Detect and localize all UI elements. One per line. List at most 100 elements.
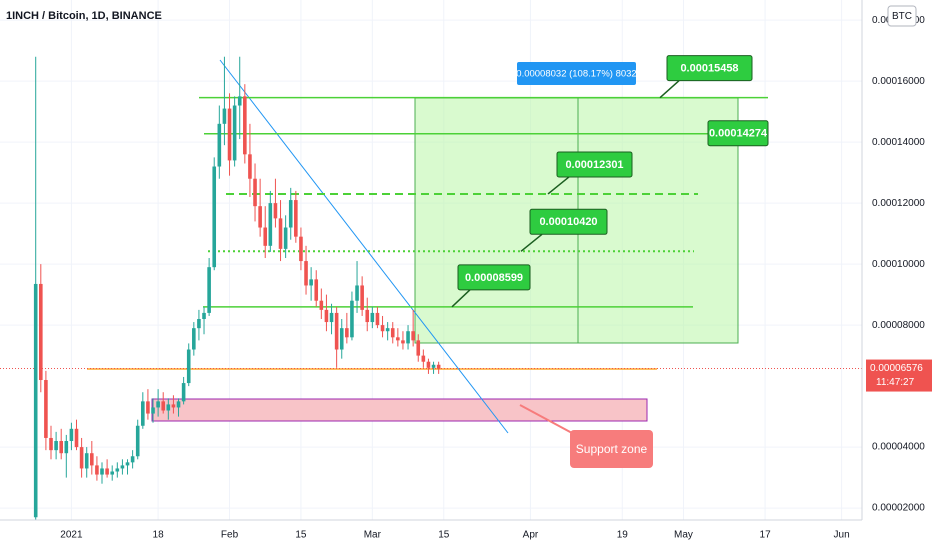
- candle-body: [329, 312, 334, 323]
- candle-body: [416, 340, 421, 356]
- label-pointer: [659, 80, 680, 99]
- candle-body: [120, 465, 125, 469]
- y-tick-label: 0.00002000: [872, 503, 925, 514]
- candle-body: [360, 285, 364, 310]
- candle-body: [125, 462, 130, 466]
- candle-body: [171, 404, 176, 408]
- candle-body: [304, 261, 308, 286]
- candle-body: [181, 383, 186, 402]
- level-label-box: [707, 120, 769, 147]
- x-tick-label: Apr: [523, 530, 539, 541]
- candle-body: [54, 441, 58, 451]
- candle-body: [380, 325, 385, 332]
- y-tick-label: 0.00010000: [872, 259, 925, 270]
- candle-body: [375, 312, 380, 326]
- countdown-label: 11:47:27: [876, 377, 915, 388]
- support-zone: [151, 398, 648, 422]
- candle-body: [273, 203, 278, 219]
- candle-body: [431, 364, 436, 368]
- candle-body: [217, 123, 222, 167]
- candle-body: [314, 279, 319, 301]
- x-tick-label: Mar: [364, 530, 382, 541]
- candle-body: [49, 437, 53, 451]
- y-tick-label: 0.00014000: [872, 137, 925, 148]
- y-tick-label: 0.00008000: [872, 320, 925, 331]
- candle-body: [207, 267, 211, 313]
- level-label-box: [457, 264, 531, 291]
- candle-body: [258, 206, 262, 228]
- x-tick-label: 2021: [60, 530, 83, 541]
- level-label: 0.00012301: [565, 159, 623, 171]
- level-label-box: [666, 55, 753, 82]
- trend-line: [219, 59, 509, 434]
- label-pointer: [451, 289, 471, 308]
- x-tick-label: 19: [617, 530, 629, 541]
- candle-body: [74, 428, 79, 448]
- candles: [33, 56, 441, 521]
- candle-body: [288, 200, 293, 228]
- candle-body: [436, 364, 441, 369]
- candle-body: [319, 300, 324, 310]
- candle-body: [232, 105, 237, 161]
- candle-body: [64, 441, 69, 454]
- label-pointer: [547, 176, 570, 195]
- candle-body: [135, 425, 140, 457]
- candle-body: [110, 471, 115, 475]
- currency-button-label[interactable]: BTC: [892, 11, 912, 22]
- candle-body: [385, 328, 390, 332]
- candle-body: [44, 380, 48, 438]
- candle-body: [365, 309, 370, 323]
- currency-button[interactable]: [887, 5, 917, 27]
- candle-body: [176, 401, 181, 408]
- candle-body: [370, 312, 375, 323]
- candle-body: [141, 401, 145, 426]
- annotations: 0.00008032 (108.17%) 8032 Support zone 0…: [451, 55, 769, 468]
- x-tick-label: 15: [438, 530, 450, 541]
- candle-body: [100, 468, 104, 475]
- candle-body: [253, 178, 257, 207]
- candle-body: [105, 468, 109, 475]
- candle-body: [95, 465, 99, 475]
- candle-body: [334, 312, 339, 350]
- level-label: 0.00015458: [680, 63, 738, 75]
- candle-body: [84, 453, 89, 469]
- label-pointer: [520, 233, 543, 252]
- candle-body: [202, 312, 206, 320]
- level-label: 0.00008599: [465, 272, 523, 284]
- candle-body: [130, 456, 135, 463]
- y-tick-label: 0.00012000: [872, 198, 925, 209]
- candle-body: [222, 108, 227, 124]
- level-label: 0.00010420: [539, 216, 597, 228]
- candle-body: [197, 319, 201, 329]
- candle-body: [192, 328, 196, 350]
- candle-body: [294, 200, 298, 237]
- candle-body: [278, 218, 283, 249]
- candle-body: [156, 401, 160, 408]
- callout-box: [570, 430, 653, 468]
- candle-body: [33, 283, 38, 518]
- candle-body: [339, 328, 344, 350]
- x-tick-label: 15: [295, 530, 307, 541]
- candle-body: [69, 428, 74, 442]
- level-label-box: [529, 208, 608, 235]
- x-tick-label: May: [674, 530, 693, 541]
- candle-body: [59, 441, 64, 454]
- candle-body: [39, 283, 43, 381]
- candle-body: [299, 236, 303, 262]
- candle-body: [263, 227, 268, 246]
- candle-body: [283, 227, 288, 249]
- candle-body: [212, 166, 217, 268]
- y-tick-label: 0.00004000: [872, 442, 925, 453]
- candle-body: [426, 361, 431, 368]
- candle-body: [421, 355, 426, 362]
- candle-body: [345, 328, 349, 338]
- candle-body: [186, 349, 191, 384]
- candle-body: [401, 340, 405, 344]
- candle-body: [90, 453, 94, 466]
- candle-body: [237, 96, 242, 106]
- candle-body: [324, 309, 329, 323]
- x-tick-label: 17: [760, 530, 772, 541]
- candle-body: [248, 154, 252, 179]
- y-tick-label: 0.00016000: [872, 76, 925, 87]
